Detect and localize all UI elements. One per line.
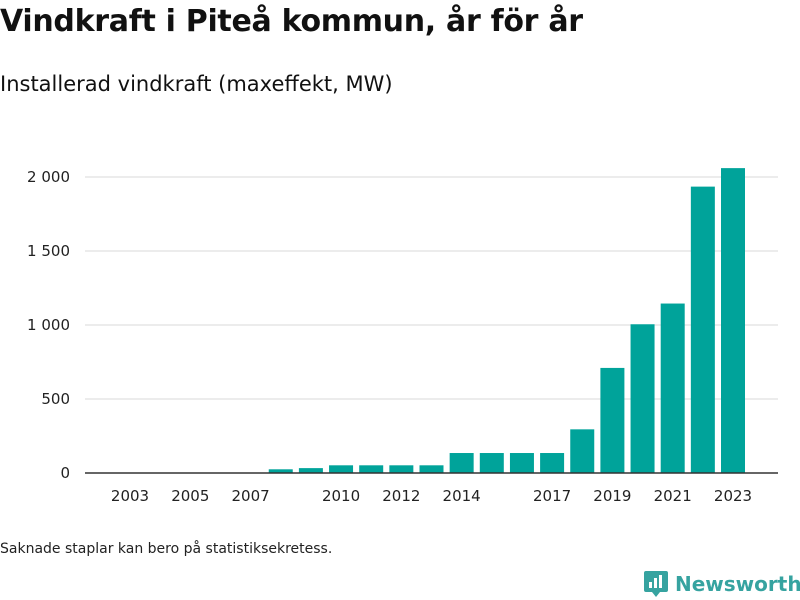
x-tick-label: 2019 [593,487,631,505]
bar [721,168,745,473]
y-tick-label: 1 000 [27,316,70,334]
bars [268,168,745,473]
chart-subtitle: Installerad vindkraft (maxeffekt, MW) [0,72,393,96]
bar [600,367,625,473]
newsworthy-logo-icon [644,571,668,597]
bar [690,186,715,473]
bar [268,469,293,473]
bar [329,465,354,473]
y-tick-label: 500 [41,390,70,408]
y-tick-label: 2 000 [27,168,70,186]
x-tick-label: 2014 [443,487,481,505]
bar [449,453,474,473]
bar [630,324,655,473]
x-axis-labels: 2003 2005 2007 2010 2012 2014 2017 2019 2021 2023 [111,487,752,505]
bar [570,429,595,473]
y-axis-labels: 0 500 1 000 1 500 2 000 [27,168,70,482]
y-tick-label: 1 500 [27,242,70,260]
footnote: Saknade staplar kan bero på statistiksek… [0,541,333,557]
bar [359,465,384,473]
bar [298,468,323,473]
bar [540,453,565,473]
x-tick-label: 2005 [171,487,209,505]
x-tick-label: 2007 [232,487,270,505]
bar [660,303,685,473]
bar [479,453,504,473]
x-tick-label: 2017 [533,487,571,505]
chart-title: Vindkraft i Piteå kommun, år för år [0,4,583,39]
bar-chart: 0 500 1 000 1 500 2 000 2003 2005 2007 2010 2012… [27,168,778,505]
x-tick-label: 2003 [111,487,149,505]
x-tick-label: 2010 [322,487,360,505]
x-tick-label: 2012 [382,487,420,505]
bar [389,465,414,473]
y-tick-label: 0 [60,464,70,482]
brand-name: Newsworthy [675,572,800,596]
x-tick-label: 2023 [714,487,752,505]
x-tick-label: 2021 [654,487,692,505]
brand[interactable]: Newsworthy [643,570,800,598]
bar [419,465,444,473]
bar [509,453,534,473]
